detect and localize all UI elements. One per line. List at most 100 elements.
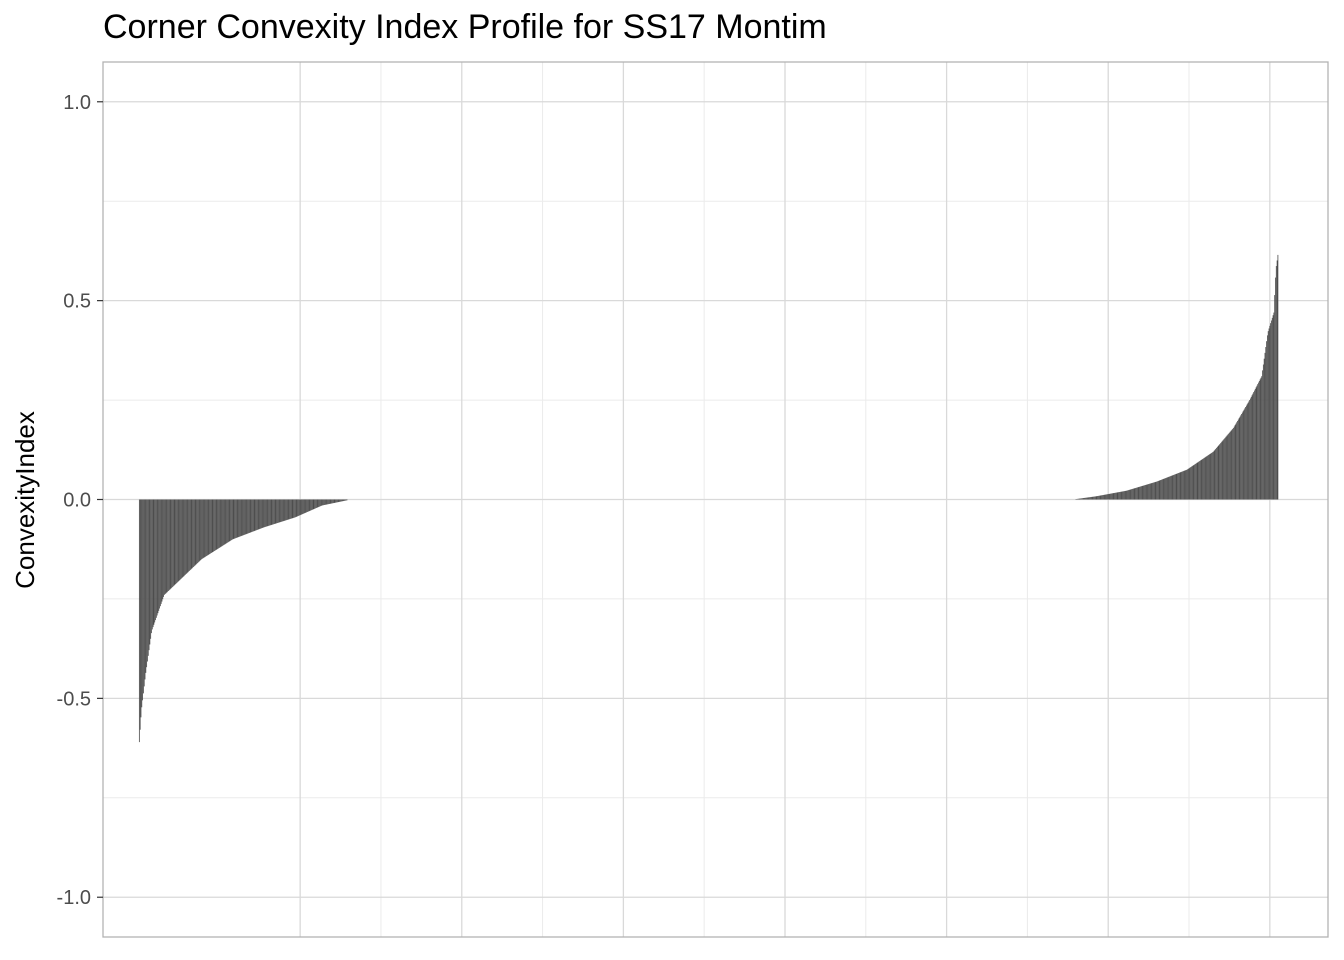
bar: [273, 499, 275, 525]
bar: [310, 499, 312, 511]
bar: [1108, 493, 1110, 500]
bar: [197, 499, 198, 564]
bar: [1130, 489, 1132, 500]
bar: [142, 499, 144, 694]
bar: [1221, 441, 1223, 500]
bar: [1166, 477, 1168, 500]
bar: [1172, 475, 1174, 500]
bar: [345, 499, 347, 501]
bar: [1230, 430, 1232, 500]
bar: [1245, 407, 1246, 500]
bar: [261, 499, 263, 529]
bar: [1226, 435, 1228, 500]
bar: [260, 499, 262, 529]
bar: [303, 499, 305, 514]
bar: [1136, 487, 1137, 500]
bar: [241, 499, 243, 536]
bar: [220, 499, 222, 547]
bar: [282, 499, 284, 522]
bar: [1207, 455, 1209, 500]
bar: [176, 499, 178, 583]
bar: [173, 499, 175, 586]
bar: [1092, 496, 1094, 500]
bar: [1134, 488, 1136, 500]
bar: [218, 499, 220, 548]
bar: [1204, 457, 1206, 500]
bar: [1247, 402, 1249, 500]
bar: [232, 499, 234, 540]
bar: [1275, 266, 1277, 500]
bar: [1153, 482, 1154, 500]
bar: [1137, 487, 1139, 500]
bar: [163, 499, 165, 597]
bar: [161, 499, 163, 602]
bar: [1235, 423, 1237, 500]
bar: [1111, 493, 1113, 500]
bar: [222, 499, 224, 546]
bar: [1258, 382, 1259, 500]
bar: [286, 499, 288, 520]
bar: [338, 499, 340, 502]
bar: [314, 499, 316, 509]
bar: [1095, 496, 1097, 500]
bar: [326, 499, 328, 505]
bar: [1135, 487, 1137, 500]
bar: [286, 499, 287, 521]
bar: [315, 499, 317, 509]
bar: [235, 499, 236, 539]
bar: [1196, 462, 1198, 500]
bar: [197, 499, 199, 563]
bar: [1162, 479, 1164, 500]
bar: [1188, 468, 1190, 500]
bar: [258, 499, 260, 530]
bar: [1232, 428, 1234, 500]
bar: [332, 499, 333, 504]
bar: [335, 499, 337, 503]
bar: [331, 499, 333, 504]
bar: [223, 499, 225, 545]
bar: [269, 499, 270, 526]
bar: [237, 499, 239, 538]
bar: [1256, 385, 1258, 500]
bar: [319, 499, 320, 507]
bar: [1138, 486, 1140, 500]
bar: [283, 499, 285, 521]
bar: [301, 499, 303, 515]
bar: [1268, 328, 1270, 500]
bar: [1250, 398, 1251, 500]
bar: [1208, 455, 1209, 500]
bar: [207, 499, 209, 556]
bar: [278, 499, 280, 523]
bar: [298, 499, 299, 516]
bar: [297, 499, 299, 517]
bar: [1242, 411, 1244, 500]
bar: [236, 499, 238, 538]
bar: [1129, 489, 1131, 500]
bar: [1167, 477, 1169, 500]
bar: [1216, 447, 1217, 500]
y-tick-label: -0.5: [57, 688, 91, 710]
bar: [1178, 472, 1180, 500]
bar: [242, 499, 244, 536]
bar: [1254, 388, 1256, 500]
bar: [1240, 415, 1242, 500]
bar: [1089, 497, 1091, 500]
bar: [324, 499, 326, 505]
bar: [256, 499, 258, 530]
bar: [1190, 467, 1192, 500]
bar: [327, 499, 329, 505]
bar: [1208, 454, 1210, 500]
bar: [277, 499, 278, 524]
bar: [1078, 498, 1080, 500]
bar: [219, 499, 221, 548]
bar: [1215, 448, 1217, 500]
bar: [216, 499, 218, 550]
bar: [1262, 364, 1264, 500]
bar: [251, 499, 253, 533]
bar: [1169, 476, 1171, 500]
bar: [1262, 370, 1263, 500]
bar: [192, 499, 194, 568]
bar: [330, 499, 332, 504]
bar: [1079, 498, 1081, 500]
bar: [273, 499, 274, 525]
